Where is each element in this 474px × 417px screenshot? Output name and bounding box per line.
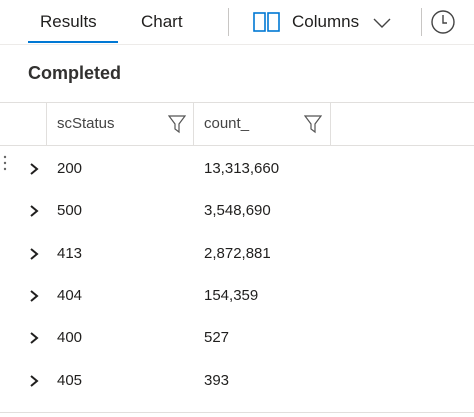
table-cell: 400: [57, 329, 83, 347]
resize-grip: [3, 155, 7, 171]
filter-icon[interactable]: [168, 114, 186, 134]
expand-chevron[interactable]: [29, 289, 39, 303]
table-cell: 527: [204, 329, 230, 347]
table-row[interactable]: 500 3,548,690: [0, 190, 474, 232]
chevron-path: [30, 290, 39, 302]
status-text: Completed: [28, 63, 122, 83]
table-cell: 2,872,881: [204, 244, 271, 262]
table-row[interactable]: 400 527: [0, 317, 474, 359]
chevron-path: [30, 374, 39, 387]
table-row[interactable]: 200 13,313,660: [0, 148, 474, 190]
chevron-path: [30, 332, 39, 344]
column-divider: [193, 103, 194, 145]
table-cell: 500: [57, 202, 83, 220]
table-cell: 3,548,690: [204, 202, 271, 220]
table-row[interactable]: 413 2,872,881: [0, 233, 474, 275]
column-divider: [330, 103, 331, 145]
chart-tab[interactable]: Chart: [141, 12, 183, 31]
toolbar-separator: [228, 8, 229, 36]
expand-chevron[interactable]: [29, 204, 39, 218]
expand-chevron[interactable]: [29, 331, 39, 345]
column-header[interactable]: scStatus: [57, 115, 115, 132]
table-cell: 13,313,660: [204, 160, 280, 177]
table-cell: 404: [57, 286, 83, 304]
expand-chevron[interactable]: [29, 374, 39, 388]
time-icon[interactable]: [430, 8, 456, 36]
expand-chevron[interactable]: [29, 162, 39, 176]
columns-icon: [253, 12, 280, 32]
chevron-path: [30, 247, 39, 260]
table-cell: 393: [204, 371, 230, 389]
columns-button[interactable]: Columns: [253, 10, 403, 34]
columns-chevron: [373, 18, 391, 28]
header-bottom-border: [0, 145, 474, 146]
column-header[interactable]: count_: [204, 115, 250, 132]
active-tab-underline: [28, 41, 118, 43]
chevron-path: [30, 205, 39, 218]
expand-chevron[interactable]: [29, 247, 39, 261]
results-tab[interactable]: Results: [40, 12, 97, 31]
columns-label: Columns: [292, 12, 360, 31]
table-cell: 154,359: [204, 286, 259, 304]
table-cell: 200: [57, 160, 83, 177]
table-row[interactable]: 404 154,359: [0, 275, 474, 317]
toolbar-separator: [421, 8, 422, 36]
tab-divider: [0, 44, 474, 45]
header-top-border: [0, 102, 474, 103]
table-cell: 405: [57, 371, 83, 389]
filter-icon[interactable]: [304, 114, 322, 134]
table-row[interactable]: 405 393: [0, 360, 474, 402]
column-divider: [46, 103, 47, 145]
chevron-path: [30, 163, 39, 175]
table-bottom-border: [0, 412, 474, 413]
table-cell: 413: [57, 244, 83, 262]
